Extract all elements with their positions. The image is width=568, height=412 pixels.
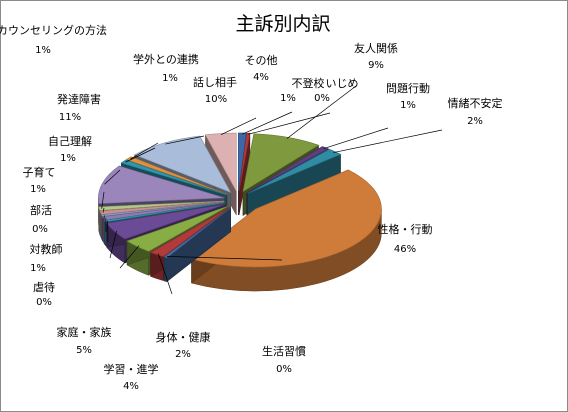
pie-slice-top — [247, 148, 342, 194]
slice-value-label: 1% — [400, 100, 416, 111]
leader-line — [109, 230, 117, 259]
leader-line — [157, 253, 173, 295]
slice-label: 情緒不安定 — [448, 96, 503, 110]
leader-line — [242, 111, 293, 135]
slice-label: 学外との連携 — [133, 52, 199, 66]
pie-slice-top — [98, 200, 225, 211]
leader-line — [125, 147, 156, 163]
leader-line — [323, 127, 389, 149]
slice-value-label: 1% — [30, 263, 46, 274]
pie-slice-top — [238, 132, 251, 192]
leader-line — [104, 169, 121, 185]
slice-value-label: 1% — [35, 45, 51, 56]
pie-slice-top — [126, 205, 229, 252]
slice-label: 部活 — [30, 203, 52, 217]
pie-slice-top — [190, 169, 382, 268]
slice-label: 性格・行動 — [378, 222, 433, 236]
slice-value-label: 0% — [314, 93, 330, 104]
pie-slice — [190, 169, 382, 292]
slice-label: 学習・進学 — [104, 362, 159, 376]
leader-line — [102, 207, 105, 213]
leader-line — [101, 191, 105, 209]
leader-line — [220, 117, 257, 135]
leader-line — [119, 245, 140, 269]
slice-value-label: 4% — [253, 72, 269, 83]
slice-value-label: 1% — [280, 93, 296, 104]
leader-line — [165, 135, 205, 145]
slice-label: 問題行動 — [386, 81, 430, 95]
slice-label: 友人関係 — [354, 41, 398, 55]
pie-slice — [247, 148, 342, 218]
slice-value-label: 11% — [59, 112, 81, 123]
leader-line — [286, 85, 357, 139]
slice-label: 子育て — [23, 165, 56, 179]
pie-slice — [163, 207, 232, 283]
slice-value-label: 46% — [394, 244, 416, 255]
pie-slices — [98, 132, 382, 292]
pie-slice-top — [98, 165, 225, 204]
slice-value-label: 2% — [175, 349, 191, 360]
pie-slice — [238, 132, 251, 216]
pie-slice-top — [101, 201, 225, 217]
pie-slice-top — [120, 159, 227, 196]
leader-line — [333, 129, 443, 153]
pie-slice-top — [149, 207, 231, 257]
slice-label: 家庭・家族 — [57, 325, 112, 339]
slice-value-label: 9% — [368, 60, 384, 71]
pie-slice-top — [125, 156, 228, 195]
slice-value-label: 2% — [467, 116, 483, 127]
slice-value-label: 4% — [123, 381, 139, 392]
leader-line — [248, 112, 331, 135]
leader-line — [166, 255, 283, 261]
slice-label: 発達障害 — [57, 92, 101, 106]
slice-value-label: 1% — [162, 73, 178, 84]
slice-label: その他 — [245, 54, 278, 67]
pie-slice-top — [133, 135, 232, 193]
slice-label: 不登校 — [292, 76, 325, 90]
slice-label: カウンセリングの方法 — [0, 23, 107, 37]
slice-value-label: 0% — [276, 364, 292, 375]
slice-value-label: 0% — [36, 297, 52, 308]
slice-value-label: 5% — [76, 345, 92, 356]
slice-value-label: 1% — [30, 184, 46, 195]
slice-label: 虐待 — [33, 280, 55, 294]
slice-label: いじめ — [326, 77, 359, 90]
pie-slice-top — [238, 132, 247, 192]
leader-lines — [101, 85, 443, 295]
pie-slice-top — [99, 201, 225, 215]
slice-value-label: 10% — [205, 94, 227, 105]
slice-value-label: 0% — [32, 224, 48, 235]
slice-value-label: 1% — [60, 153, 76, 164]
slice-labels: 不登校 1% いじめ 0% 友人関係 9%問題行動 1% 情緒不安定 2% 性格・行動 46% 生活習… — [0, 23, 503, 392]
slice-label: 話し相手 — [193, 75, 237, 89]
pie-slice-top — [163, 207, 231, 259]
pie-slice-top — [106, 203, 226, 240]
slice-label: 対教師 — [30, 242, 63, 256]
slice-label: 生活習慣 — [262, 344, 306, 358]
pie-slice-top — [204, 132, 237, 192]
pie-slice-top — [246, 146, 330, 194]
slice-label: 自己理解 — [48, 134, 92, 148]
leader-line — [130, 142, 159, 160]
slice-label: 身体・健康 — [156, 330, 211, 344]
chart-title: 主訴別内訳 — [235, 13, 330, 35]
